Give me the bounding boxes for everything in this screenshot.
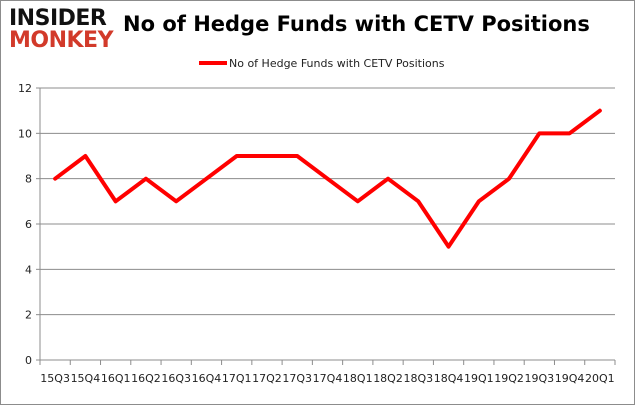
logo-line2: MONKEY (9, 28, 114, 53)
chart-title: No of Hedge Funds with CETV Positions (123, 12, 590, 36)
x-tick-label: 19Q2 (494, 372, 524, 385)
y-tick-label: 0 (25, 354, 32, 367)
x-tick-label: 16Q2 (131, 372, 161, 385)
x-tick-label: 18Q4 (434, 372, 464, 385)
legend-label: No of Hedge Funds with CETV Positions (229, 57, 445, 70)
x-tick-label: 15Q4 (71, 372, 101, 385)
x-tick-label: 19Q1 (464, 372, 494, 385)
x-tick-label: 17Q3 (282, 372, 312, 385)
logo-line1: INSIDER (9, 6, 107, 31)
y-tick-label: 10 (18, 127, 32, 140)
x-tick-label: 16Q1 (101, 372, 131, 385)
y-tick-label: 12 (18, 82, 32, 95)
x-tick-label: 19Q3 (525, 372, 555, 385)
x-tick-label: 20Q1 (585, 372, 615, 385)
x-tick-label: 16Q4 (192, 372, 222, 385)
x-tick-label: 17Q2 (252, 372, 282, 385)
y-tick-label: 8 (25, 173, 32, 186)
x-tick-label: 15Q3 (40, 372, 70, 385)
x-tick-label: 17Q1 (222, 372, 252, 385)
insider-monkey-logo: INSIDER MONKEY (9, 6, 117, 53)
x-tick-label: 19Q4 (555, 372, 585, 385)
y-tick-label: 4 (25, 263, 32, 276)
x-tick-label: 18Q1 (343, 372, 373, 385)
x-tick-label: 16Q3 (161, 372, 191, 385)
x-tick-label: 18Q2 (373, 372, 403, 385)
x-tick-label: 17Q4 (313, 372, 343, 385)
y-tick-label: 6 (25, 218, 32, 231)
x-tick-label: 18Q3 (403, 372, 433, 385)
y-tick-label: 2 (25, 309, 32, 322)
